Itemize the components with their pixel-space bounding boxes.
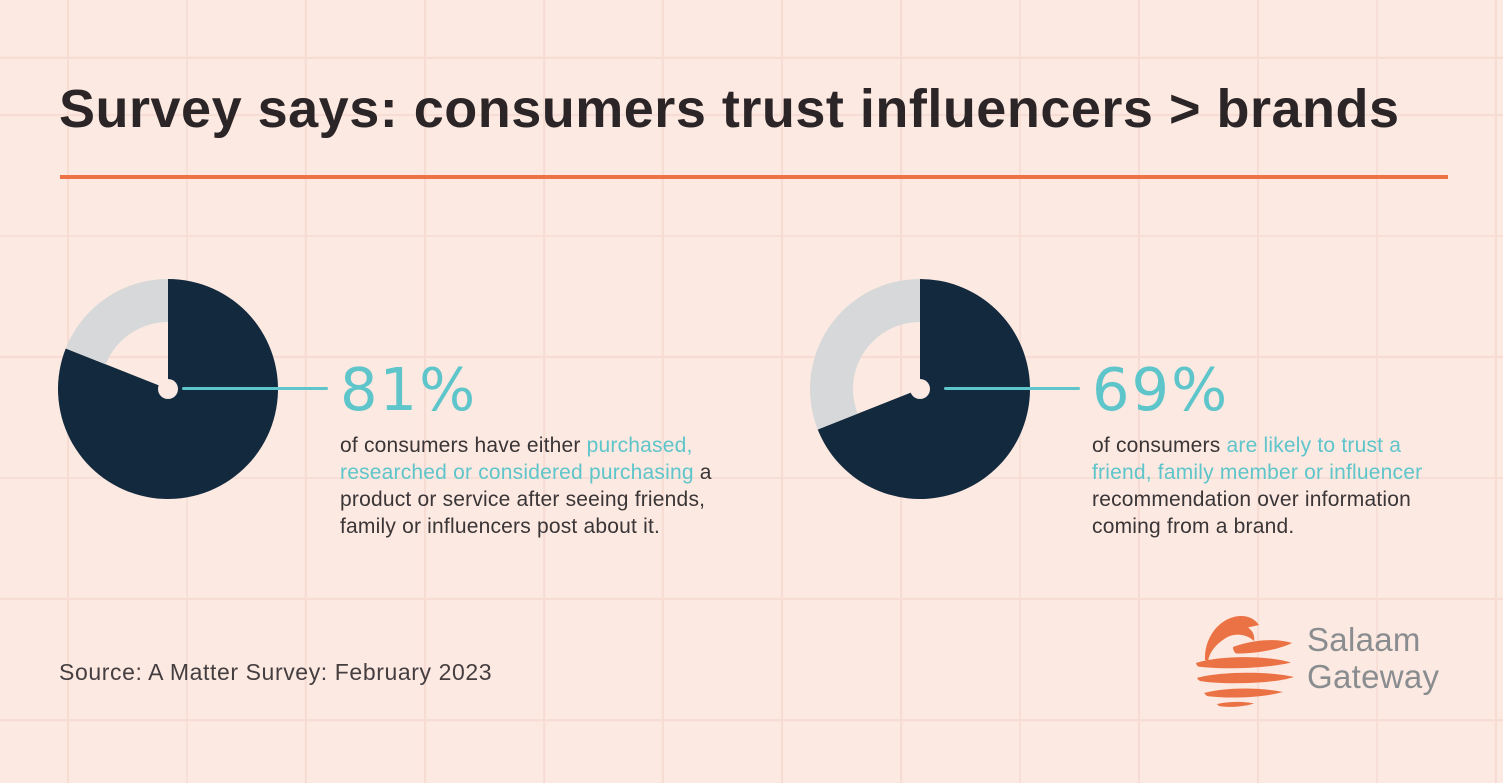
logo-word-salaam: Salaam: [1307, 621, 1421, 658]
pie-chart-81-percent: [58, 279, 278, 499]
desc-plain: of consumers: [1092, 434, 1227, 457]
stat-block-left: 81% of consumers have either purchased, …: [58, 279, 778, 599]
stat-description: of consumers have either purchased, rese…: [340, 432, 712, 540]
desc-plain: recommendation over information coming f…: [1092, 488, 1412, 538]
stat-description: of consumers are likely to trust a frien…: [1092, 432, 1446, 540]
pie-chart-69-percent: [810, 279, 1030, 499]
source-text: Source: A Matter Survey: February 2023: [59, 659, 493, 685]
salaam-gateway-logo: Salaam Gateway: [1191, 610, 1481, 720]
salaam-gateway-mark-icon: [1196, 615, 1294, 707]
stat-text-left: 81% of consumers have either purchased, …: [340, 358, 712, 540]
page-title: Survey says: consumers trust influencers…: [59, 79, 1400, 139]
stat-percent: 81%: [340, 355, 478, 424]
stat-text-right: 69% of consumers are likely to trust a f…: [1092, 358, 1446, 540]
desc-plain: a product or service after seeing friend…: [340, 461, 712, 538]
stat-percent: 69%: [1092, 355, 1230, 424]
logo-wordmark: Salaam Gateway: [1307, 621, 1439, 695]
desc-highlight: are likely to trust a friend, family mem…: [1092, 434, 1423, 484]
logo-word-gateway: Gateway: [1307, 658, 1440, 695]
title-divider-line: [60, 175, 1448, 179]
desc-plain: of consumers have either: [340, 434, 587, 457]
connector-line: [944, 387, 1080, 390]
stat-block-right: 69% of consumers are likely to trust a f…: [810, 279, 1503, 599]
desc-highlight: purchased, researched or considered purc…: [340, 434, 694, 484]
connector-line: [182, 387, 328, 390]
